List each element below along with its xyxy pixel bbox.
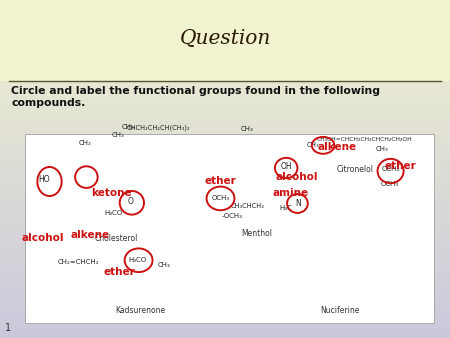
Text: H₃CO: H₃CO bbox=[128, 257, 146, 263]
Text: ether: ether bbox=[205, 176, 236, 186]
Text: -OCH₃: -OCH₃ bbox=[221, 213, 242, 219]
Text: H₃C: H₃C bbox=[279, 205, 292, 211]
Text: Menthol: Menthol bbox=[241, 229, 272, 238]
Text: alcohol: alcohol bbox=[22, 233, 64, 243]
Text: Nuciferine: Nuciferine bbox=[320, 307, 360, 315]
Text: OCH₃: OCH₃ bbox=[382, 166, 400, 172]
Text: CH₃CH=CHCH₂CH₂CHCH₂CH₂OH: CH₃CH=CHCH₂CH₂CHCH₂CH₂OH bbox=[317, 137, 412, 142]
Text: O: O bbox=[128, 197, 134, 206]
Text: OCH₃: OCH₃ bbox=[212, 195, 230, 201]
Text: CH₃: CH₃ bbox=[158, 262, 171, 268]
Text: Circle and label the functional groups found in the following
compounds.: Circle and label the functional groups f… bbox=[11, 86, 380, 108]
Text: alcohol: alcohol bbox=[276, 172, 318, 183]
Text: CH₃: CH₃ bbox=[240, 126, 253, 132]
Text: ether: ether bbox=[104, 267, 135, 277]
Bar bbox=[25, 134, 434, 323]
Text: CH₃CHCH₃: CH₃CHCH₃ bbox=[231, 203, 265, 209]
Text: OCH₃: OCH₃ bbox=[380, 181, 398, 187]
Text: 1: 1 bbox=[5, 323, 12, 333]
Text: CH₃: CH₃ bbox=[122, 124, 135, 130]
Text: CHCH₂CH₂CH(CH₃)₂: CHCH₂CH₂CH(CH₃)₂ bbox=[126, 124, 190, 131]
Text: Kadsurenone: Kadsurenone bbox=[115, 307, 166, 315]
Text: ketone: ketone bbox=[91, 188, 132, 198]
Text: CH₂: CH₂ bbox=[78, 140, 91, 146]
Text: Cholesterol: Cholesterol bbox=[94, 234, 138, 243]
Text: CH₃: CH₃ bbox=[375, 146, 388, 152]
Text: alkene: alkene bbox=[71, 230, 109, 240]
Text: Citronelol: Citronelol bbox=[337, 165, 374, 173]
Text: Question: Question bbox=[179, 29, 271, 48]
Text: HO: HO bbox=[38, 175, 50, 184]
Text: CH₂=CHCH₂: CH₂=CHCH₂ bbox=[58, 259, 99, 265]
Text: H₃CO: H₃CO bbox=[104, 210, 122, 216]
Text: amine: amine bbox=[272, 188, 308, 198]
Text: OH: OH bbox=[281, 163, 292, 171]
Text: N: N bbox=[296, 199, 301, 208]
Text: ether: ether bbox=[385, 161, 416, 171]
Text: alkene: alkene bbox=[318, 142, 357, 152]
Text: CH₃: CH₃ bbox=[112, 132, 125, 138]
Text: CH₃: CH₃ bbox=[307, 142, 320, 148]
Bar bbox=[0, 0, 450, 81]
